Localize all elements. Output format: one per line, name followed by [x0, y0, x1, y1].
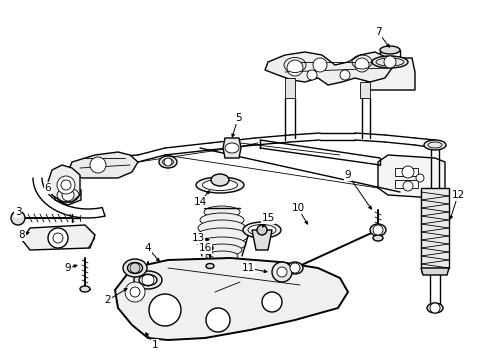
Ellipse shape	[134, 271, 162, 289]
Text: 6: 6	[44, 183, 51, 193]
Ellipse shape	[159, 156, 177, 168]
Ellipse shape	[202, 244, 242, 256]
Circle shape	[276, 267, 286, 277]
Text: 1: 1	[151, 340, 158, 350]
Circle shape	[262, 292, 282, 312]
Text: 12: 12	[450, 190, 464, 200]
Circle shape	[62, 189, 74, 201]
Circle shape	[90, 157, 106, 173]
Ellipse shape	[196, 228, 247, 244]
Text: 3: 3	[15, 207, 21, 217]
Text: 8: 8	[19, 230, 25, 240]
Polygon shape	[55, 185, 81, 205]
Ellipse shape	[243, 222, 281, 238]
Circle shape	[163, 158, 172, 166]
Polygon shape	[22, 225, 95, 250]
Ellipse shape	[127, 262, 142, 274]
Ellipse shape	[123, 259, 147, 277]
Ellipse shape	[203, 206, 240, 218]
Polygon shape	[420, 268, 448, 275]
Circle shape	[205, 308, 229, 332]
Ellipse shape	[202, 180, 237, 190]
Text: 9: 9	[64, 263, 71, 273]
Polygon shape	[394, 180, 417, 188]
Ellipse shape	[210, 174, 228, 186]
Circle shape	[48, 228, 68, 248]
Ellipse shape	[196, 177, 244, 193]
Ellipse shape	[372, 235, 382, 241]
Ellipse shape	[200, 213, 244, 227]
Polygon shape	[251, 230, 271, 250]
Circle shape	[415, 174, 423, 182]
Text: 10: 10	[291, 203, 304, 213]
Ellipse shape	[426, 303, 442, 313]
Text: 7: 7	[374, 27, 381, 37]
Polygon shape	[420, 188, 448, 268]
Circle shape	[286, 60, 303, 76]
Text: 16: 16	[198, 243, 211, 253]
Circle shape	[11, 211, 25, 225]
Circle shape	[372, 225, 382, 235]
Circle shape	[57, 176, 75, 194]
Text: 2: 2	[104, 295, 111, 305]
Circle shape	[383, 56, 395, 68]
Circle shape	[354, 58, 368, 72]
Polygon shape	[264, 52, 391, 85]
Ellipse shape	[206, 246, 213, 251]
Ellipse shape	[286, 262, 303, 274]
Ellipse shape	[379, 46, 399, 54]
Ellipse shape	[80, 286, 90, 292]
Ellipse shape	[369, 224, 385, 236]
Text: 5: 5	[234, 113, 241, 123]
Polygon shape	[394, 168, 417, 176]
Ellipse shape	[423, 140, 445, 150]
Circle shape	[339, 70, 349, 80]
Circle shape	[130, 263, 140, 273]
Ellipse shape	[247, 225, 275, 235]
Circle shape	[401, 166, 413, 178]
Text: 4: 4	[144, 243, 151, 253]
Circle shape	[125, 282, 145, 302]
Ellipse shape	[205, 251, 238, 261]
Ellipse shape	[205, 264, 214, 269]
Ellipse shape	[139, 274, 157, 285]
Ellipse shape	[198, 237, 245, 251]
Text: 11: 11	[241, 263, 254, 273]
Circle shape	[402, 181, 412, 191]
Polygon shape	[285, 78, 294, 98]
Polygon shape	[377, 155, 444, 198]
Circle shape	[289, 263, 299, 273]
Circle shape	[312, 58, 326, 72]
Ellipse shape	[224, 143, 239, 153]
Polygon shape	[68, 152, 138, 178]
Ellipse shape	[198, 220, 245, 236]
Text: 13: 13	[191, 233, 204, 243]
Circle shape	[271, 262, 291, 282]
Text: 9: 9	[344, 170, 350, 180]
Polygon shape	[223, 138, 241, 158]
Polygon shape	[359, 82, 369, 98]
Polygon shape	[115, 258, 347, 340]
Circle shape	[306, 70, 316, 80]
Circle shape	[149, 294, 181, 326]
Polygon shape	[364, 58, 414, 90]
Ellipse shape	[371, 56, 407, 68]
Circle shape	[429, 303, 439, 313]
Circle shape	[257, 225, 266, 235]
Text: 15: 15	[261, 213, 274, 223]
Text: 14: 14	[193, 197, 206, 207]
Polygon shape	[48, 165, 80, 202]
